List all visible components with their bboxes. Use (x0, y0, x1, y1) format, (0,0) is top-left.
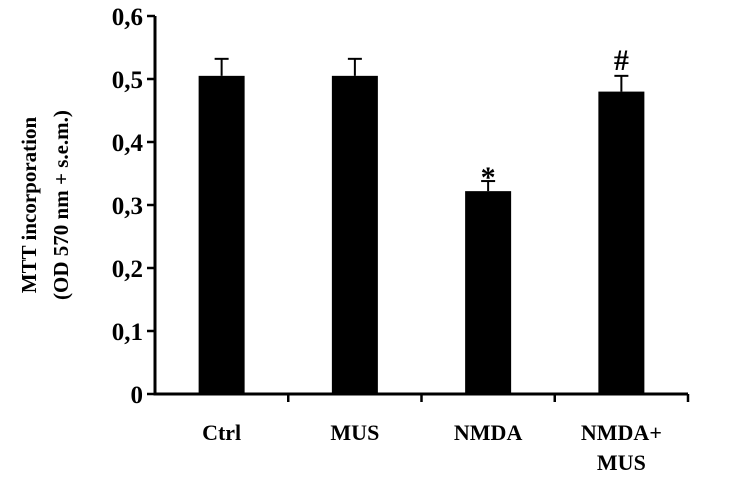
bar (198, 75, 245, 394)
hash-mark: # (614, 44, 629, 77)
x-category-label: Ctrl (202, 420, 241, 445)
x-category-label: MUS (597, 450, 646, 475)
y-axis-title: MTT incorporation (OD 570 nm + s.e.m.) (17, 110, 73, 300)
y-tick-label: 0,5 (112, 67, 143, 94)
x-labels: Ctrl MUS NMDA NMDA+ MUS (202, 420, 662, 475)
y-axis-title-line: (OD 570 nm + s.e.m.) (49, 110, 73, 300)
y-tick-label: 0,4 (112, 130, 144, 157)
y-ticks: 0 0,1 0,2 0,3 0,4 0,5 0,6 (112, 4, 155, 409)
bar (465, 191, 512, 394)
y-tick-label: 0,6 (112, 4, 143, 31)
y-axis-title-line: MTT incorporation (17, 116, 41, 293)
y-tick-label: 0,2 (112, 256, 143, 283)
x-category-label: MUS (330, 420, 379, 445)
x-category-label: NMDA+ (581, 420, 662, 445)
y-tick-label: 0 (131, 382, 144, 409)
error-bars (214, 57, 629, 192)
y-tick-label: 0,1 (112, 319, 143, 346)
significance-marks: *# (481, 44, 629, 194)
bar (598, 91, 645, 394)
asterisk-mark: * (481, 161, 496, 194)
bars (198, 75, 645, 394)
bar (331, 75, 378, 394)
y-tick-label: 0,3 (112, 193, 143, 220)
x-category-label: NMDA (454, 420, 523, 445)
